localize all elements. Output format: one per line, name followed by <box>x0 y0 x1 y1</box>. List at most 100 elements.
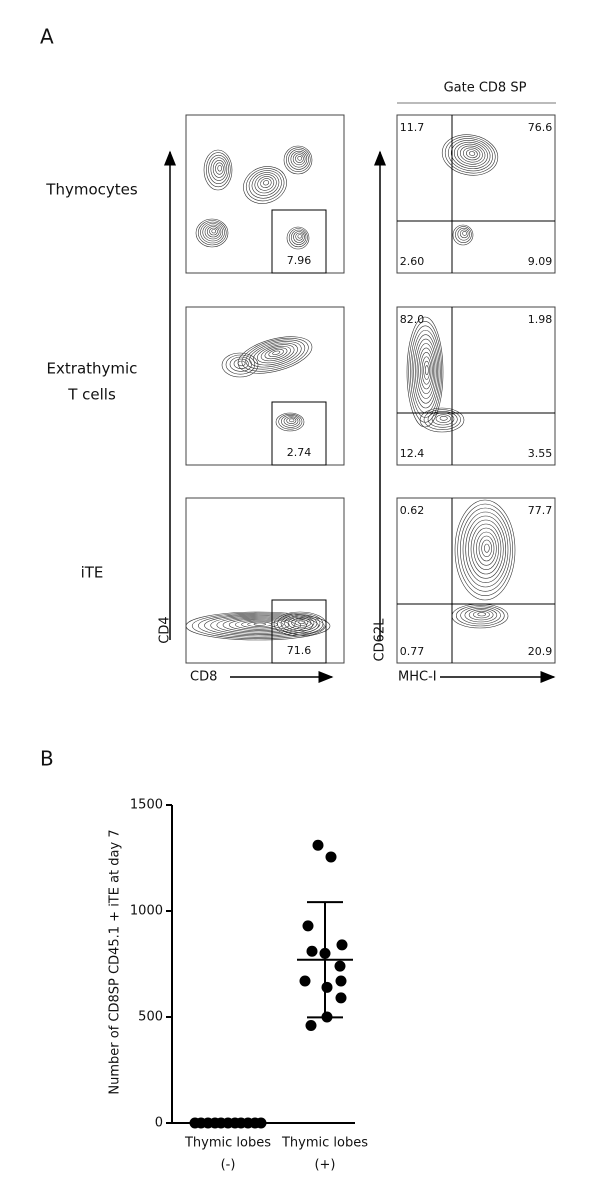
contour <box>200 221 225 244</box>
contour <box>452 224 474 246</box>
contour <box>484 543 490 553</box>
contour <box>253 342 299 366</box>
contour <box>260 178 272 189</box>
gate-value: 2.74 <box>287 446 312 459</box>
contour <box>225 354 256 375</box>
contour <box>456 143 486 165</box>
contour <box>251 172 280 196</box>
row-label: T cells <box>67 386 116 404</box>
contour <box>457 227 471 241</box>
contour <box>450 140 491 170</box>
contour <box>216 616 302 634</box>
contour <box>415 338 437 404</box>
y-tick-label: 1000 <box>130 904 163 919</box>
contour <box>257 176 275 191</box>
contour <box>260 345 291 362</box>
error-bar <box>307 901 343 1019</box>
contour <box>459 229 469 239</box>
contour <box>290 150 308 168</box>
contour <box>195 218 229 248</box>
contour <box>210 157 228 181</box>
x-axis-label: CD8 <box>190 670 217 685</box>
plot-frame <box>185 497 345 664</box>
contour <box>298 620 306 625</box>
gate <box>271 401 327 466</box>
contour <box>210 615 307 635</box>
contour <box>281 415 301 428</box>
contour <box>264 347 288 360</box>
panel-label: A <box>40 25 54 49</box>
contour <box>254 174 277 194</box>
contour <box>470 523 502 575</box>
contour <box>455 605 505 627</box>
contour <box>235 619 284 630</box>
quadrant-value: 0.77 <box>400 645 425 658</box>
gate-value: 7.96 <box>287 254 312 267</box>
contour <box>278 413 303 430</box>
x-tick-label: (-) <box>221 1158 236 1173</box>
contour <box>476 531 497 566</box>
plot-frame <box>185 114 345 274</box>
contour <box>249 341 302 368</box>
contour <box>408 321 442 423</box>
contour <box>191 612 325 639</box>
contour <box>455 226 472 243</box>
contour <box>197 220 227 246</box>
contour <box>272 350 281 355</box>
contour <box>288 149 309 170</box>
data-point <box>255 1117 267 1129</box>
contour <box>468 519 504 579</box>
plot-frame <box>396 497 556 664</box>
x-axis-label: MHC-I <box>398 670 437 685</box>
data-point <box>325 851 337 863</box>
contour <box>289 418 295 423</box>
contour <box>447 138 493 172</box>
x-tick-label: Thymic lobes <box>281 1136 368 1151</box>
contour <box>481 539 492 557</box>
x-tick-label: Thymic lobes <box>184 1136 271 1151</box>
contour <box>454 499 516 601</box>
contour <box>477 612 487 617</box>
contour <box>241 337 309 372</box>
contour <box>464 607 498 623</box>
contour <box>202 223 224 242</box>
contour <box>275 412 305 432</box>
y-axis-label: CD62L <box>373 618 388 662</box>
contour <box>215 162 224 175</box>
contour <box>421 356 432 385</box>
plot-frame <box>396 306 556 466</box>
contour <box>462 511 509 588</box>
contour <box>291 229 307 245</box>
data-point <box>312 839 324 851</box>
quadrant-value: 12.4 <box>400 447 425 460</box>
contour <box>203 149 233 191</box>
gate <box>271 209 327 274</box>
contour <box>444 136 496 174</box>
contour <box>460 507 511 592</box>
contour <box>285 147 311 173</box>
contour <box>286 226 310 250</box>
contour <box>268 349 284 358</box>
contour <box>291 617 312 628</box>
contour <box>284 615 318 632</box>
contour <box>410 325 441 418</box>
contour <box>185 611 331 641</box>
contour <box>288 228 308 248</box>
contour <box>453 141 488 167</box>
contour <box>248 170 282 199</box>
data-point <box>306 945 318 957</box>
contour <box>209 227 218 236</box>
row-label: Thymocytes <box>45 181 138 199</box>
contour <box>287 616 315 630</box>
y-tick-label: 0 <box>155 1116 163 1131</box>
contour <box>462 231 467 236</box>
plot-frame <box>185 306 345 466</box>
quadrant-value: 76.6 <box>528 121 553 134</box>
contour <box>478 535 495 562</box>
contour <box>297 155 303 161</box>
quadrant-value: 11.7 <box>400 121 425 134</box>
data-point <box>302 920 314 932</box>
contour <box>205 152 231 188</box>
contour <box>423 360 430 380</box>
contour <box>425 365 429 376</box>
